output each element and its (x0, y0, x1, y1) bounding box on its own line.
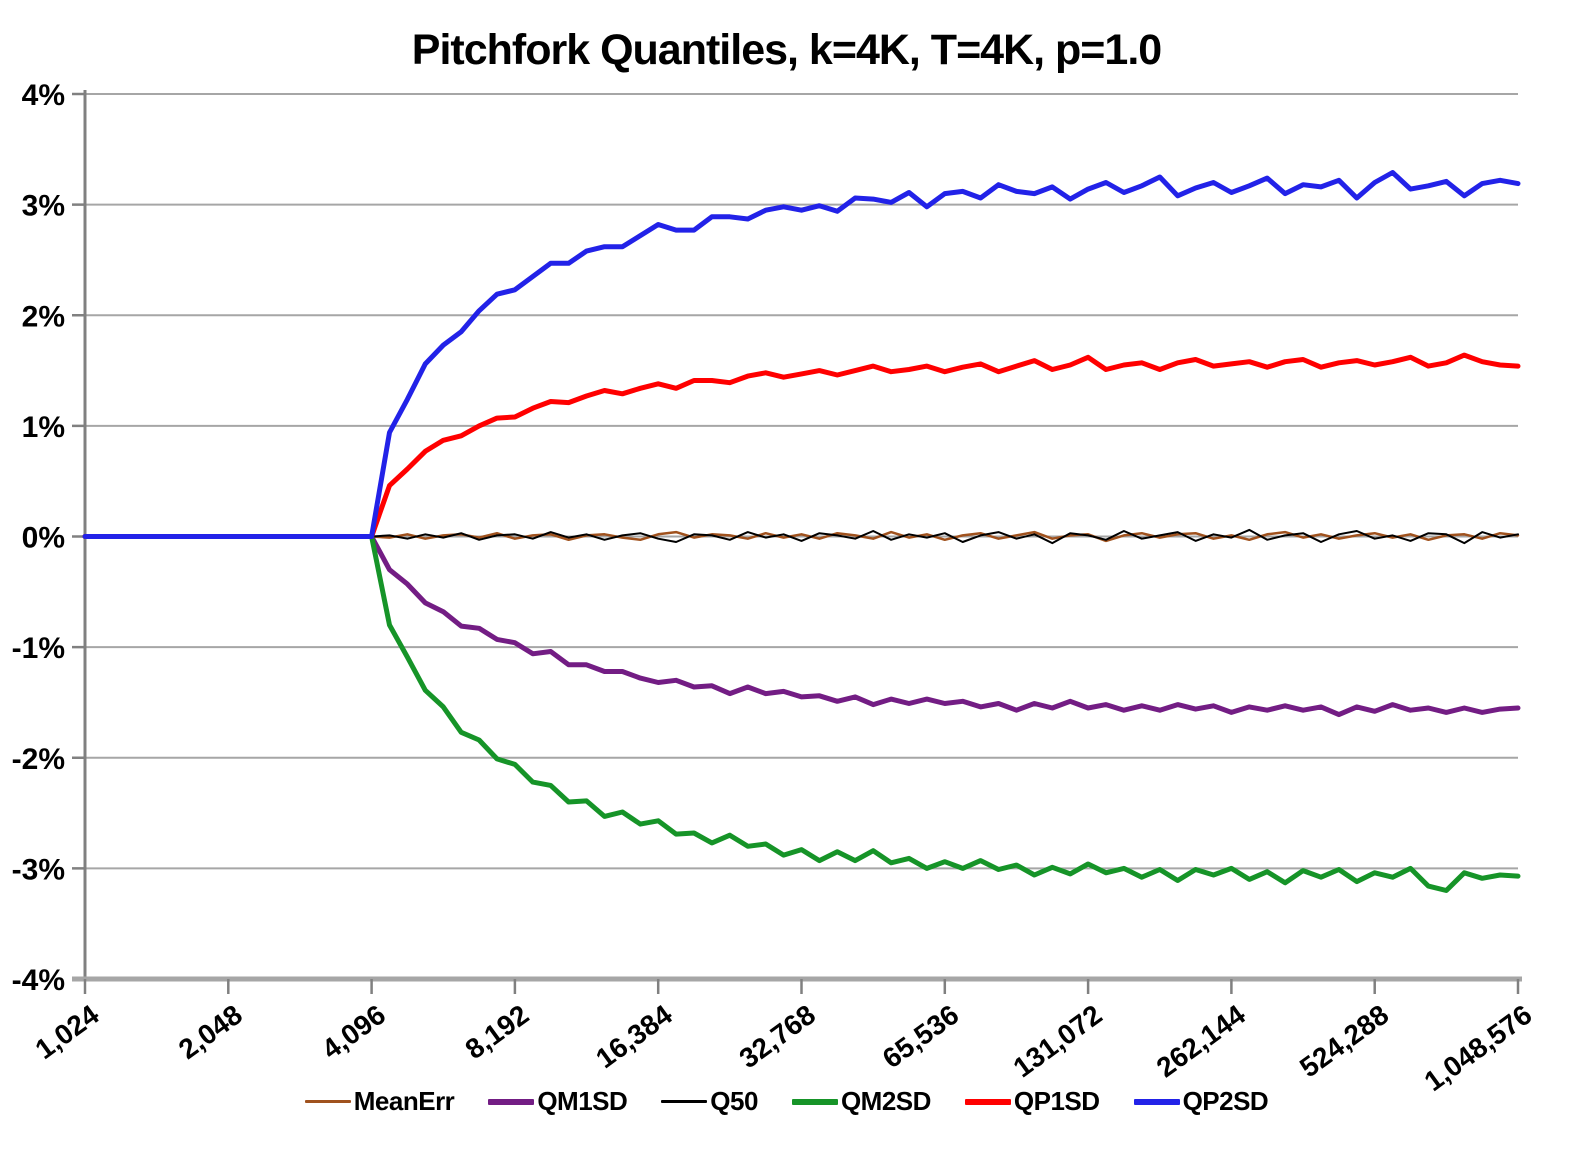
legend-label-q50: Q50 (710, 1086, 758, 1116)
legend-item-qp1sd: QP1SD (964, 1086, 1100, 1117)
y-tick-label-3%: 3% (22, 190, 65, 223)
legend-label-qm1sd: QM1SD (537, 1086, 628, 1116)
legend-swatch-qp2sd (1133, 1098, 1180, 1105)
x-tick-label-4,096: 4,096 (316, 999, 391, 1065)
y-tick-label--3%: -3% (12, 853, 65, 886)
legend-label-meanerr: MeanErr (353, 1086, 455, 1116)
legend-label-qp2sd: QP2SD (1182, 1086, 1269, 1116)
legend-label-qp1sd: QP1SD (1013, 1086, 1100, 1116)
y-tick-label-0%: 0% (22, 522, 65, 555)
series-line-q50 (84, 528, 1519, 545)
legend-swatch-meanerr (304, 1100, 351, 1103)
legend-item-qm2sd: QM2SD (791, 1086, 931, 1117)
x-tick-label-1,024: 1,024 (30, 999, 105, 1066)
x-tick-label-262,144: 262,144 (1151, 999, 1251, 1084)
y-tick-label-4%: 4% (22, 79, 65, 112)
legend-item-meanerr: MeanErr (304, 1086, 455, 1117)
series-line-meanerr (83, 530, 1520, 543)
legend-swatch-qm2sd (791, 1098, 838, 1105)
legend-label-qm2sd: QM2SD (840, 1086, 931, 1116)
y-tick-label--2%: -2% (12, 743, 65, 776)
x-tick-label-2,048: 2,048 (173, 999, 248, 1065)
series-line-qm2sd (82, 534, 1521, 893)
y-tick-label--1%: -1% (12, 632, 65, 665)
x-tick-label-65,536: 65,536 (877, 999, 965, 1074)
legend-item-qm1sd: QM1SD (488, 1086, 628, 1117)
x-tick-label-131,072: 131,072 (1008, 999, 1108, 1084)
x-tick-label-8,192: 8,192 (460, 999, 535, 1065)
chart-legend: MeanErr QM1SD Q50 QM2SD QP1SD QP2SD (0, 1086, 1573, 1117)
y-tick-label--4%: -4% (12, 964, 65, 997)
series-line-qp1sd (82, 352, 1521, 539)
legend-swatch-qm1sd (488, 1098, 535, 1105)
x-tick-label-32,768: 32,768 (734, 999, 822, 1074)
legend-swatch-q50 (661, 1100, 708, 1103)
series-line-qm1sd (82, 534, 1521, 718)
legend-swatch-qp1sd (964, 1098, 1011, 1105)
y-tick-label-1%: 1% (22, 411, 65, 444)
y-tick-label-2%: 2% (22, 300, 65, 333)
x-tick-label-1,048,576: 1,048,576 (1419, 999, 1538, 1097)
series-line-qp2sd (82, 170, 1521, 539)
x-tick-label-524,288: 524,288 (1294, 999, 1394, 1084)
chart-title: Pitchfork Quantiles, k=4K, T=4K, p=1.0 (411, 26, 1162, 74)
x-tick-label-16,384: 16,384 (590, 999, 678, 1075)
legend-item-qp2sd: QP2SD (1133, 1086, 1269, 1117)
legend-item-q50: Q50 (661, 1086, 758, 1117)
